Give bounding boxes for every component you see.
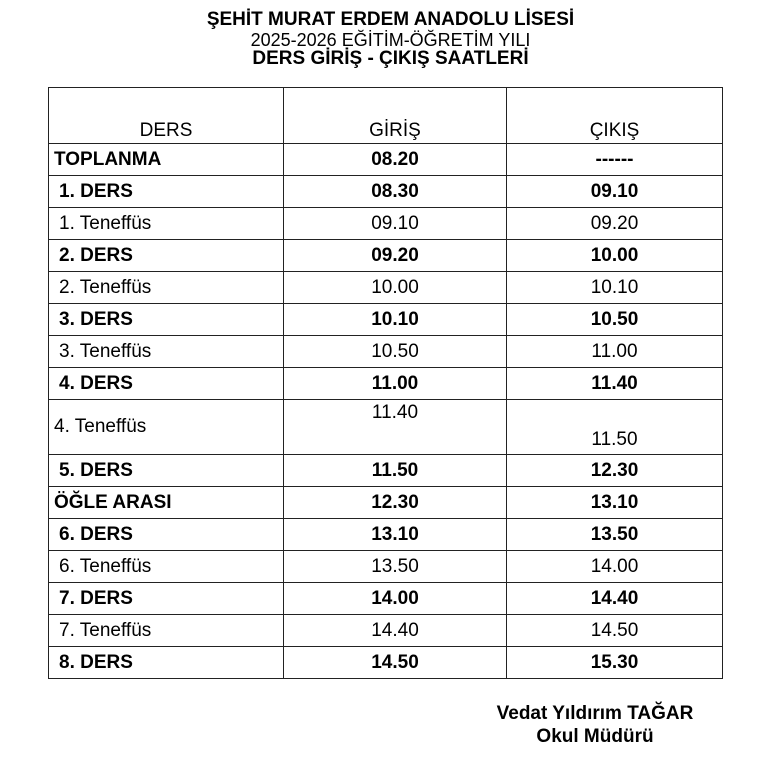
cell-cikis: 09.20 — [506, 207, 723, 240]
table-row: 2. DERS 09.20 10.00 — [48, 239, 723, 272]
cell-giris: 08.20 — [283, 143, 507, 176]
cell-giris: 11.40 — [283, 399, 507, 455]
cell-cikis: ------ — [506, 143, 723, 176]
cell-cikis: 13.10 — [506, 486, 723, 519]
table-row: 6. DERS 13.10 13.50 — [48, 518, 723, 551]
cell-giris: 09.10 — [283, 207, 507, 240]
document-title: DERS GİRİŞ - ÇIKIŞ SAATLERİ — [252, 48, 529, 69]
cell-giris: 11.00 — [283, 367, 507, 400]
cell-cikis: 12.30 — [506, 454, 723, 487]
cell-ders: 3. Teneffüs — [48, 335, 284, 368]
cell-giris: 14.50 — [283, 646, 507, 679]
table-row: 4. Teneffüs 11.40 11.50 — [48, 399, 723, 455]
table-row: 2. Teneffüs 10.00 10.10 — [48, 271, 723, 304]
cell-ders: 1. Teneffüs — [48, 207, 284, 240]
cell-cikis: 10.00 — [506, 239, 723, 272]
table-row: TOPLANMA 08.20 ------ — [48, 143, 723, 176]
cell-ders: 6. DERS — [48, 518, 284, 551]
signature-name: Vedat Yıldırım TAĞAR — [496, 703, 694, 724]
cell-cikis: 13.50 — [506, 518, 723, 551]
table-row: 1. Teneffüs 09.10 09.20 — [48, 207, 723, 240]
cell-ders: 5. DERS — [48, 454, 284, 487]
table-row: 1. DERS 08.30 09.10 — [48, 175, 723, 208]
cell-ders: ÖĞLE ARASI — [48, 486, 284, 519]
cell-cikis: 14.00 — [506, 550, 723, 583]
cell-ders: 3. DERS — [48, 303, 284, 336]
cell-ders: 1. DERS — [48, 175, 284, 208]
cell-giris: 12.30 — [283, 486, 507, 519]
table-row: 6. Teneffüs 13.50 14.00 — [48, 550, 723, 583]
table-row: 5. DERS 11.50 12.30 — [48, 454, 723, 487]
cell-ders: 7. Teneffüs — [48, 614, 284, 647]
cell-ders: 8. DERS — [48, 646, 284, 679]
cell-ders: 4. DERS — [48, 367, 284, 400]
cell-ders: 6. Teneffüs — [48, 550, 284, 583]
cell-cikis: 14.50 — [506, 614, 723, 647]
cell-cikis: 11.50 — [506, 399, 723, 455]
cell-ders: 4. Teneffüs — [48, 399, 284, 455]
cell-giris: 14.00 — [283, 582, 507, 615]
column-header-giris: GİRİŞ — [283, 87, 507, 144]
cell-ders: 7. DERS — [48, 582, 284, 615]
table-row: 7. Teneffüs 14.40 14.50 — [48, 614, 723, 647]
table-row: 3. Teneffüs 10.50 11.00 — [48, 335, 723, 368]
cell-giris: 10.00 — [283, 271, 507, 304]
table-row: 4. DERS 11.00 11.40 — [48, 367, 723, 400]
academic-year: 2025-2026 EĞİTİM-ÖĞRETİM YILI — [250, 30, 531, 50]
cell-cikis: 10.10 — [506, 271, 723, 304]
cell-cikis: 09.10 — [506, 175, 723, 208]
schedule-table: DERS GİRİŞ ÇIKIŞ TOPLANMA 08.20 ------ 1. D… — [48, 87, 723, 679]
cell-cikis: 11.40 — [506, 367, 723, 400]
cell-ders: TOPLANMA — [48, 143, 284, 176]
column-header-cikis: ÇIKIŞ — [506, 87, 723, 144]
column-header-ders: DERS — [48, 87, 284, 144]
table-header-row: DERS GİRİŞ ÇIKIŞ — [48, 87, 723, 144]
cell-giris: 14.40 — [283, 614, 507, 647]
cell-giris: 08.30 — [283, 175, 507, 208]
cell-cikis: 11.00 — [506, 335, 723, 368]
school-name: ŞEHİT MURAT ERDEM ANADOLU LİSESİ — [206, 9, 575, 30]
cell-ders: 2. DERS — [48, 239, 284, 272]
cell-giris: 10.50 — [283, 335, 507, 368]
table-row: ÖĞLE ARASI 12.30 13.10 — [48, 486, 723, 519]
cell-giris: 11.50 — [283, 454, 507, 487]
cell-giris: 10.10 — [283, 303, 507, 336]
table-row: 8. DERS 14.50 15.30 — [48, 646, 723, 679]
cell-cikis: 10.50 — [506, 303, 723, 336]
cell-giris: 13.10 — [283, 518, 507, 551]
cell-cikis: 15.30 — [506, 646, 723, 679]
table-row: 3. DERS 10.10 10.50 — [48, 303, 723, 336]
cell-ders: 2. Teneffüs — [48, 271, 284, 304]
cell-giris: 13.50 — [283, 550, 507, 583]
cell-giris: 09.20 — [283, 239, 507, 272]
signature-role: Okul Müdürü — [536, 726, 654, 747]
table-row: 7. DERS 14.00 14.40 — [48, 582, 723, 615]
cell-cikis: 14.40 — [506, 582, 723, 615]
